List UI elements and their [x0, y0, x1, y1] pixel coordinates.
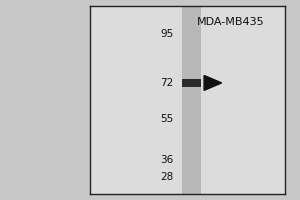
- Text: MDA-MB435: MDA-MB435: [196, 17, 264, 27]
- Bar: [182, 79, 201, 87]
- Text: 55: 55: [160, 114, 174, 124]
- Text: 72: 72: [160, 78, 174, 88]
- Text: 95: 95: [160, 29, 174, 39]
- Bar: [182, 6, 201, 194]
- Text: 36: 36: [160, 155, 174, 165]
- Text: 28: 28: [160, 172, 174, 182]
- Polygon shape: [204, 75, 222, 90]
